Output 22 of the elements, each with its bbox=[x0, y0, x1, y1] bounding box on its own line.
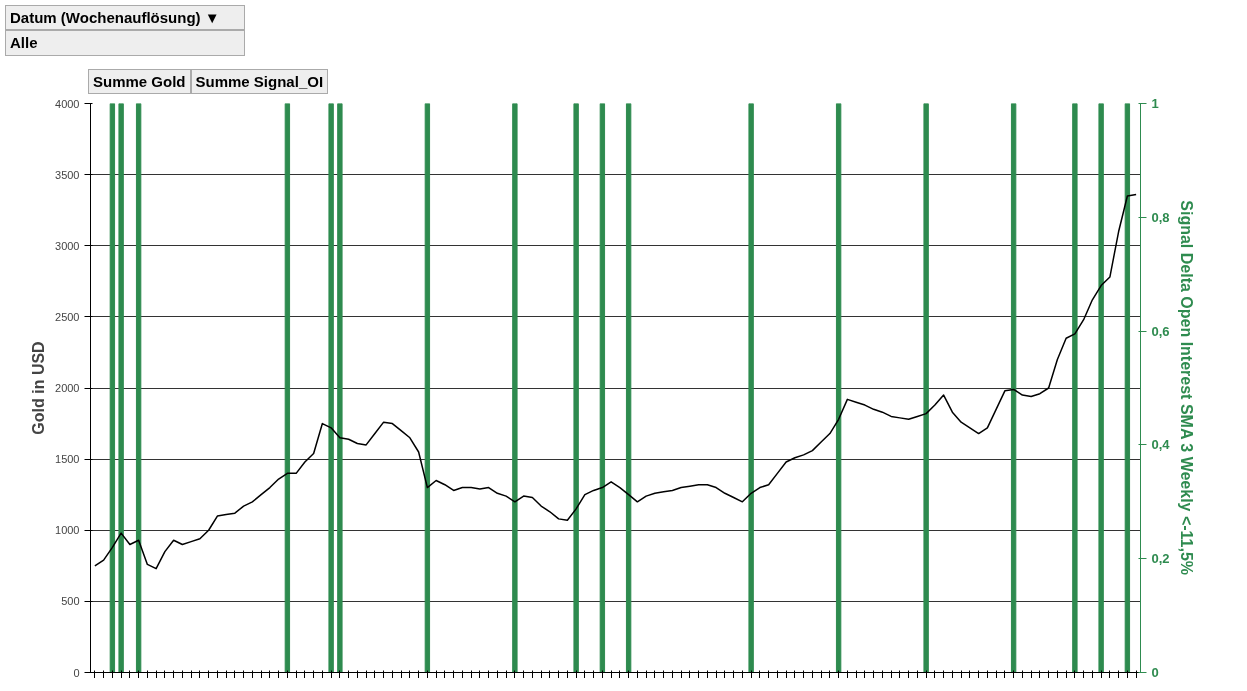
y-tick-label: 2500 bbox=[55, 310, 80, 323]
y-tick-label: 500 bbox=[61, 595, 80, 608]
y2-tick-label: 0,2 bbox=[1151, 551, 1170, 567]
y2-axis-title: Signal Delta Open Interest SMA 3 Weekly <-11,5% bbox=[1177, 200, 1195, 576]
text: Alle bbox=[5, 30, 245, 56]
y-tick-label: 0 bbox=[73, 666, 80, 679]
text: Summe Signal_OI bbox=[190, 69, 329, 95]
y2-tick-label: 0 bbox=[1151, 665, 1159, 680]
y-tick-label: 3000 bbox=[55, 239, 80, 252]
y2-tick-label: 0,8 bbox=[1151, 209, 1170, 225]
y-axis-title: Gold in USD bbox=[30, 341, 48, 435]
line-series bbox=[94, 193, 1137, 570]
y-tick-label: 3500 bbox=[55, 168, 80, 181]
y2-tick-label: 0,4 bbox=[1151, 437, 1171, 453]
y-tick-label: 1500 bbox=[55, 453, 80, 466]
y-tick-label: 2000 bbox=[55, 382, 80, 394]
y-tick-label: 1000 bbox=[55, 524, 80, 537]
text: Summe Gold bbox=[88, 69, 191, 95]
y-tick-label: 4000 bbox=[55, 97, 80, 110]
y2-tick-label: 1 bbox=[1151, 96, 1159, 111]
y2-tick-label: 0,6 bbox=[1151, 323, 1170, 339]
text: Datum (Wochenauflösung) ▼ bbox=[5, 5, 245, 31]
